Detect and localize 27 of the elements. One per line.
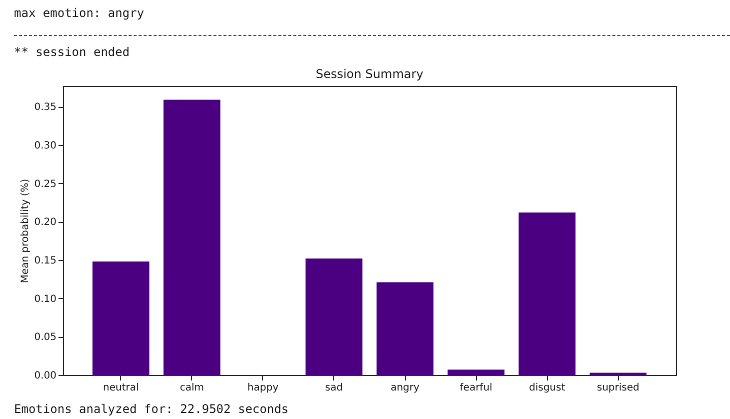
y-axis-title: Mean probability (%) [20, 178, 32, 284]
x-tick-label: disgust [529, 382, 566, 394]
text: ** session ended [14, 45, 130, 59]
y-tick-label: 0.05 [34, 332, 56, 344]
y-tick-label: 0.15 [34, 256, 56, 267]
y-tick-label: 0.25 [34, 178, 56, 190]
bar [448, 370, 504, 375]
bar [376, 282, 434, 375]
bar [164, 100, 220, 375]
y-tick-label: 0.20 [34, 217, 56, 228]
y-tick-label: 0.35 [34, 102, 56, 114]
bar [518, 212, 576, 375]
y-tick-label: 0.10 [34, 294, 56, 305]
x-tick-label: fearful [460, 382, 492, 394]
chart-title: Session Summary [316, 67, 424, 81]
text: Emotions analyzed for: 22.9502 seconds [14, 402, 289, 416]
bar [306, 258, 362, 375]
x-tick-label: suprised [596, 382, 640, 394]
text: max emotion: angry [14, 6, 144, 20]
x-tick-label: angry [390, 382, 420, 394]
x-tick-label: neutral [103, 382, 139, 394]
x-tick-label: calm [180, 382, 204, 394]
x-tick-label: happy [247, 382, 279, 394]
x-tick-label: sad [325, 382, 343, 394]
y-tick-label: 0.00 [34, 370, 56, 382]
bar [92, 262, 150, 375]
y-tick-label: 0.30 [34, 140, 56, 152]
